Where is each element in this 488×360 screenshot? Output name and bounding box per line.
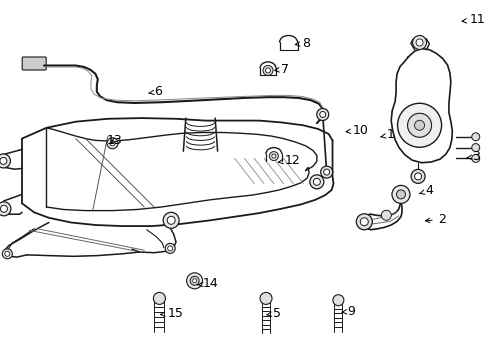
Circle shape bbox=[360, 218, 367, 226]
Circle shape bbox=[0, 157, 7, 165]
Circle shape bbox=[165, 243, 175, 253]
Circle shape bbox=[192, 279, 196, 283]
Circle shape bbox=[269, 152, 278, 161]
Circle shape bbox=[167, 216, 175, 224]
Circle shape bbox=[309, 175, 323, 189]
Text: 1: 1 bbox=[380, 129, 393, 141]
Text: 6: 6 bbox=[148, 85, 162, 98]
Text: 9: 9 bbox=[341, 305, 354, 318]
Circle shape bbox=[0, 202, 11, 216]
Circle shape bbox=[186, 273, 202, 289]
Circle shape bbox=[414, 173, 421, 180]
Circle shape bbox=[471, 154, 479, 162]
Text: 10: 10 bbox=[346, 124, 368, 137]
Text: 5: 5 bbox=[266, 307, 280, 320]
Circle shape bbox=[414, 120, 424, 130]
Circle shape bbox=[391, 185, 409, 203]
Circle shape bbox=[323, 169, 329, 175]
Circle shape bbox=[153, 292, 165, 305]
Text: 14: 14 bbox=[197, 277, 218, 290]
Circle shape bbox=[397, 103, 441, 147]
Text: 4: 4 bbox=[419, 184, 432, 197]
Circle shape bbox=[271, 154, 275, 158]
Circle shape bbox=[107, 138, 118, 149]
Circle shape bbox=[316, 108, 328, 121]
Circle shape bbox=[5, 251, 10, 256]
Text: 11: 11 bbox=[461, 13, 484, 26]
Text: 13: 13 bbox=[106, 134, 122, 147]
Circle shape bbox=[0, 205, 7, 212]
Circle shape bbox=[396, 190, 405, 199]
Circle shape bbox=[260, 292, 271, 305]
Text: 3: 3 bbox=[466, 150, 479, 163]
Circle shape bbox=[407, 113, 431, 137]
Circle shape bbox=[265, 68, 270, 73]
Circle shape bbox=[412, 36, 426, 49]
Text: 12: 12 bbox=[278, 154, 300, 167]
Circle shape bbox=[415, 39, 422, 46]
Circle shape bbox=[167, 246, 172, 251]
Circle shape bbox=[313, 178, 320, 185]
Circle shape bbox=[410, 170, 424, 183]
Text: 2: 2 bbox=[425, 213, 445, 226]
Circle shape bbox=[263, 66, 272, 75]
Circle shape bbox=[2, 249, 12, 259]
Text: 8: 8 bbox=[295, 37, 309, 50]
Circle shape bbox=[332, 295, 343, 306]
Circle shape bbox=[320, 166, 332, 178]
Circle shape bbox=[471, 133, 479, 141]
Text: 15: 15 bbox=[160, 307, 183, 320]
Circle shape bbox=[356, 214, 371, 230]
Circle shape bbox=[471, 144, 479, 152]
Text: 7: 7 bbox=[274, 63, 288, 76]
Circle shape bbox=[163, 212, 179, 228]
Circle shape bbox=[319, 112, 325, 117]
FancyBboxPatch shape bbox=[22, 57, 46, 70]
Circle shape bbox=[381, 210, 390, 220]
Circle shape bbox=[110, 141, 115, 146]
Circle shape bbox=[190, 276, 199, 285]
Circle shape bbox=[0, 154, 10, 168]
